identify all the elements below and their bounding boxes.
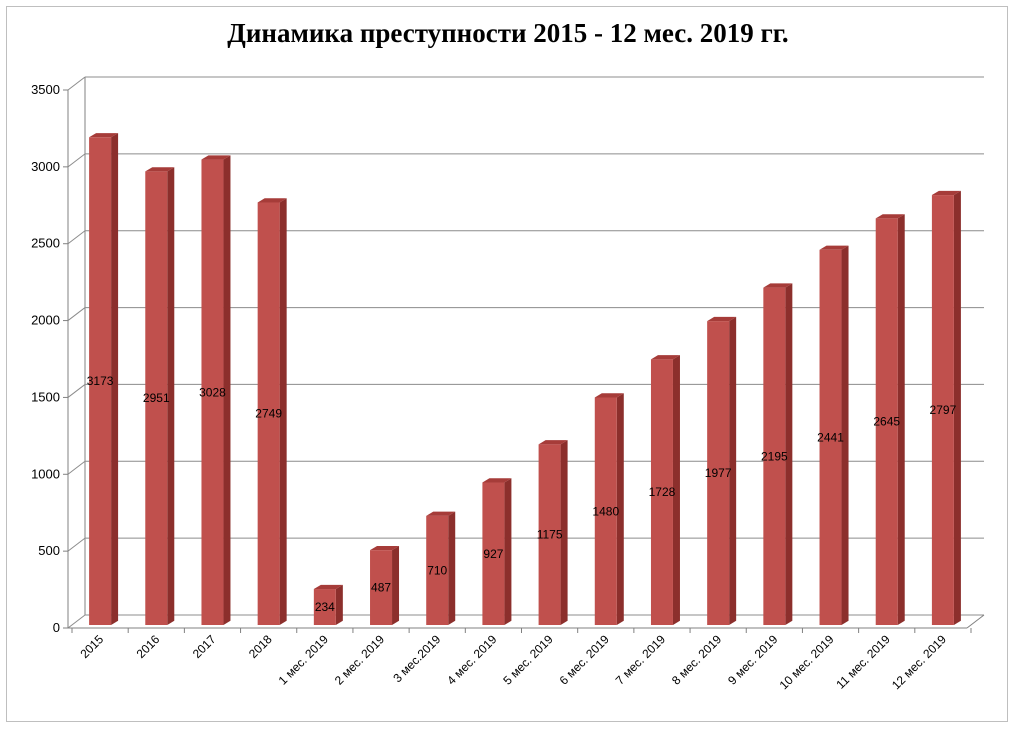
bar [313,589,336,625]
data-label: 2195 [761,449,788,463]
data-label: 710 [427,563,447,577]
bar [650,359,673,625]
bar-top [819,245,849,250]
bar-side [504,478,512,625]
bar-side [167,167,175,625]
bar-side [897,214,905,625]
x-tick-label: 2018 [246,632,275,661]
bar [707,321,730,625]
bar-side [560,440,568,625]
data-label: 1175 [537,528,563,542]
x-tick-label: 10 мес. 2019 [777,632,837,692]
x-tick-label: 11 мес. 2019 [833,632,893,692]
bar [875,218,898,625]
bar [370,550,393,625]
x-tick-label: 3 мес.2019 [390,632,443,685]
bar [482,482,505,625]
x-tick-label: 1 мес. 2019 [276,632,332,688]
y-tick-label: 2000 [31,313,60,328]
bar [257,202,280,625]
x-tick-label: 2015 [77,632,106,661]
y-tick-label: 500 [38,543,60,558]
data-label: 2749 [255,407,282,421]
bar-side [335,584,343,625]
bar-side [111,133,119,625]
bar-side [785,283,793,625]
bar-side [223,155,231,625]
bar-side [953,190,961,625]
y-tick-label: 0 [53,620,60,635]
data-label: 2951 [143,391,170,405]
bar-top [426,511,456,516]
bar [819,249,842,625]
bar-top [650,355,680,360]
data-label: 1728 [649,485,676,499]
data-label: 487 [371,581,391,595]
data-label: 2441 [817,430,844,444]
bar-top [257,198,287,203]
gridline-side [67,614,86,629]
bar [201,159,224,625]
y-tick-label: 2500 [31,236,60,251]
y-tick-label: 1500 [31,389,60,404]
bar [763,287,786,625]
bar-top [763,283,793,288]
bar-side [729,316,737,625]
bar [426,515,449,625]
bar-side [672,355,680,625]
bar-top [313,584,343,590]
x-tick-label: 2 мес. 2019 [332,632,388,688]
x-tick-label: 2017 [190,632,219,661]
bar [145,171,168,625]
bar-top [370,545,400,551]
bar-top [482,478,512,483]
y-tick-label: 3500 [31,82,60,97]
gridline-side [67,460,86,475]
data-label: 3173 [87,374,114,388]
gridline-side [67,153,86,168]
data-label: 3028 [199,385,226,399]
bar-top [875,214,905,219]
bar [594,397,617,625]
x-tick-label: 12 мес. 2019 [889,632,949,692]
bar-side [279,198,287,625]
chart-title: Динамика преступности 2015 - 12 мес. 201… [227,18,789,48]
bar-side [392,545,400,625]
bar-side [616,393,624,625]
y-tick-label: 1000 [31,466,60,481]
gridline-side [67,307,86,321]
data-label: 2797 [930,403,957,417]
bar [89,137,112,625]
x-tick-label: 5 мес. 2019 [500,632,556,688]
bar-top [89,133,119,138]
bar-top [931,190,961,196]
gridline-side [67,76,86,91]
x-tick-label: 8 мес. 2019 [669,632,725,688]
gridline-side [67,384,86,398]
bar [538,444,561,625]
gridline-side [67,537,86,552]
y-tick-label: 3000 [31,159,60,174]
bar-side [841,245,849,625]
bar-top [707,316,737,322]
gridline-side [67,230,86,245]
data-label: 927 [483,547,503,561]
bar-side [448,511,456,625]
x-tick-label: 4 мес. 2019 [444,632,500,688]
x-tick-label: 9 мес. 2019 [725,632,781,688]
x-tick-label: 7 мес. 2019 [613,632,669,688]
x-tick-label: 2016 [134,632,163,661]
floor-right-edge [966,614,985,629]
data-label: 2645 [873,415,900,429]
bar-top [594,393,624,398]
x-tick-label: 6 мес. 2019 [557,632,613,688]
data-label: 1977 [705,466,732,480]
data-label: 1480 [592,504,619,518]
bar [931,195,954,625]
bar-top [201,155,231,160]
data-label: 234 [315,600,335,614]
bar-top [145,167,175,172]
bar-top [538,440,568,445]
